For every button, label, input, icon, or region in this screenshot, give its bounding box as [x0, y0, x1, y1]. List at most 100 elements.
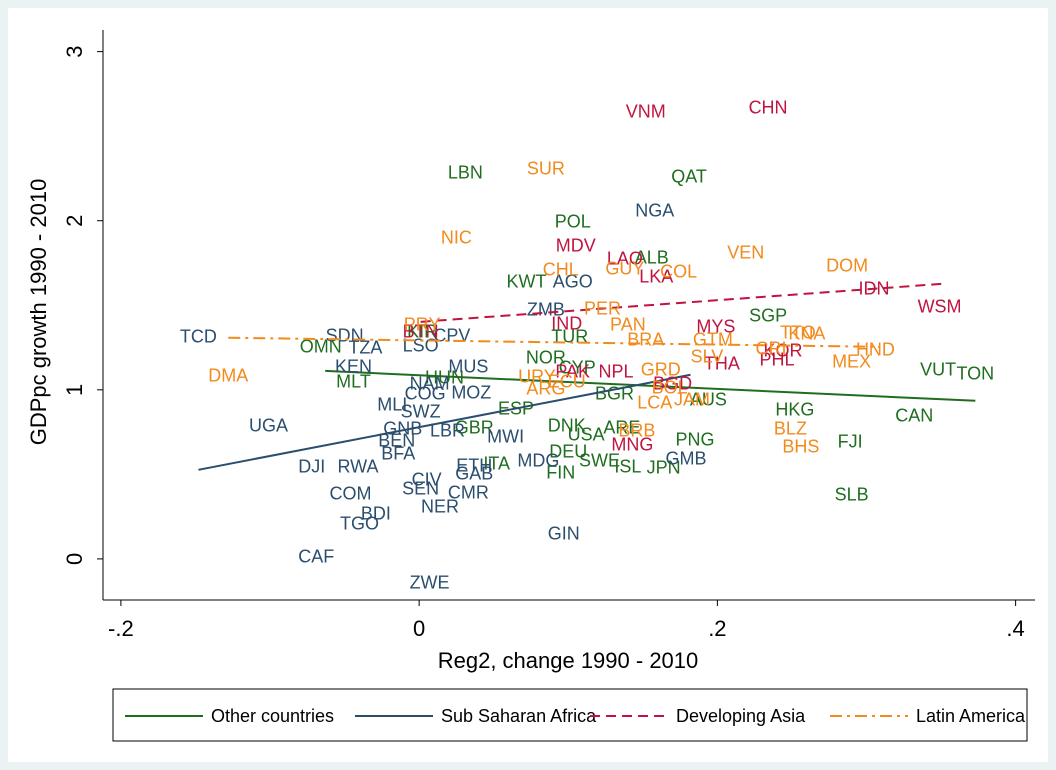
point-label: ARG — [526, 379, 565, 399]
point-label: ISL — [614, 457, 641, 477]
point-label: QAT — [671, 167, 707, 187]
point-label: ZWE — [410, 573, 450, 593]
point-label: GRD — [641, 360, 681, 380]
x-tick-label: .4 — [1006, 616, 1024, 641]
point-label: SUR — [527, 158, 565, 178]
point-label: SLB — [835, 485, 869, 505]
fit-line — [325, 369, 976, 402]
point-label: BGR — [595, 384, 634, 404]
point-label: PAN — [610, 314, 646, 334]
x-tick-label: -.2 — [108, 616, 134, 641]
point-label: BRB — [618, 421, 655, 441]
point-label: DEU — [549, 442, 587, 462]
fit-line — [228, 336, 880, 348]
point-label: SLV — [691, 347, 724, 367]
y-tick-label: 2 — [62, 215, 87, 227]
y-tick-label: 3 — [62, 45, 87, 57]
point-label: HUN — [425, 368, 464, 388]
point-label: AUS — [690, 390, 727, 410]
point-label: KIR — [407, 322, 437, 342]
point-label: MLI — [377, 395, 407, 415]
point-label: BTN — [403, 322, 439, 342]
legend-label: Sub Saharan Africa — [441, 706, 597, 726]
point-label: KOR — [763, 341, 802, 361]
x-axis-title: Reg2, change 1990 - 2010 — [438, 648, 699, 673]
point-label: CYP — [559, 358, 596, 378]
point-label: DOM — [826, 255, 868, 275]
point-label: GBR — [455, 418, 494, 438]
point-label: SWE — [579, 451, 620, 471]
point-label: IND — [551, 313, 582, 333]
point-label: CAN — [895, 406, 933, 426]
point-label: PNG — [675, 430, 714, 450]
point-label: COM — [330, 484, 372, 504]
point-label: IDN — [858, 278, 889, 298]
point-label: NGA — [635, 201, 674, 221]
point-label: TTO — [780, 323, 816, 343]
point-label: ECU — [548, 372, 586, 392]
point-label: LCA — [637, 393, 672, 413]
point-label: KWT — [507, 272, 547, 292]
point-label: UGA — [249, 416, 288, 436]
point-label: COG — [405, 384, 446, 404]
legend-label: Other countries — [211, 706, 334, 726]
point-label: DJI — [298, 457, 325, 477]
point-label: THA — [704, 354, 740, 374]
y-axis-title: GDPpc growth 1990 - 2010 — [26, 179, 51, 446]
fit-line — [420, 282, 943, 323]
fit-line — [198, 373, 691, 471]
point-label: GNB — [383, 419, 422, 439]
point-label: GMB — [666, 449, 707, 469]
point-label: KEN — [335, 357, 372, 377]
point-label: CIV — [412, 470, 442, 490]
point-label: JPN — [647, 458, 681, 478]
y-tick-label: 1 — [62, 384, 87, 396]
point-label: HND — [856, 340, 895, 360]
point-label: DMA — [208, 366, 248, 386]
point-label: VEN — [727, 242, 764, 262]
point-label: CRI — [756, 338, 787, 358]
legend-label: Developing Asia — [676, 706, 806, 726]
point-label: BFA — [381, 444, 415, 464]
point-label: JAM — [674, 390, 710, 410]
point-label: NPL — [598, 361, 633, 381]
point-label: ALB — [635, 248, 669, 268]
point-label: MDV — [556, 236, 596, 256]
point-label: URY — [518, 367, 556, 387]
point-label: VNM — [626, 101, 666, 121]
point-label: GIN — [548, 524, 580, 544]
point-label: BRA — [627, 330, 664, 350]
point-label: CHL — [543, 260, 579, 280]
point-label: MNG — [611, 435, 653, 455]
legend-label: Latin America — [916, 706, 1026, 726]
point-label: NOR — [526, 348, 566, 368]
point-label: PER — [584, 299, 621, 319]
point-label: TGO — [340, 514, 379, 534]
point-label: SEN — [402, 479, 439, 499]
point-label: BLZ — [774, 419, 807, 439]
point-label: BHS — [782, 437, 819, 457]
legend-box — [112, 688, 1028, 742]
point-label: MDG — [517, 451, 559, 471]
point-label: MUS — [448, 357, 488, 377]
point-label: TZA — [348, 337, 382, 357]
point-label: LAO — [607, 249, 643, 269]
point-label: VUT — [920, 360, 956, 380]
point-label: GAB — [455, 464, 493, 484]
point-label: OMN — [300, 336, 342, 356]
point-label: BDI — [361, 504, 391, 524]
point-label: PHL — [760, 349, 795, 369]
point-label: MEX — [832, 352, 871, 372]
point-label: HKG — [775, 400, 814, 420]
point-label: PAK — [555, 361, 590, 381]
point-label: GTM — [693, 330, 733, 350]
point-label: SWZ — [401, 402, 441, 422]
point-label: RWA — [337, 457, 378, 477]
graph-region — [8, 8, 1048, 762]
point-label: CMR — [448, 483, 489, 503]
x-tick-label: 0 — [413, 616, 425, 641]
point-label: AGO — [553, 272, 593, 292]
point-label: CHN — [749, 97, 788, 117]
point-label: FJI — [838, 432, 863, 452]
